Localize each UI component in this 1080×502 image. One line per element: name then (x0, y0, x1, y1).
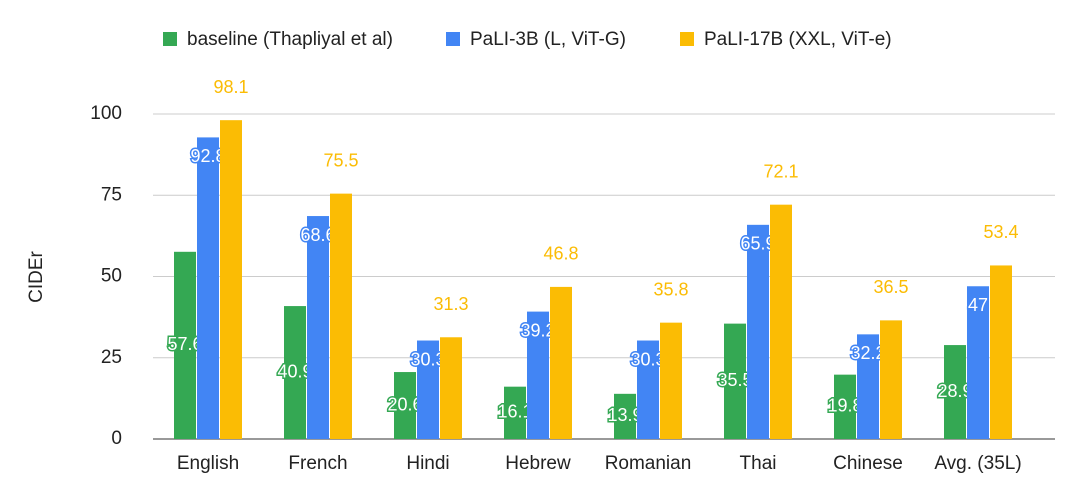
legend-swatch (680, 32, 694, 46)
value-label: 35.8 (653, 279, 688, 299)
value-label: 92.8 (190, 146, 225, 166)
legend-label: baseline (Thapliyal et al) (187, 29, 393, 50)
value-label: 65.9 (740, 234, 775, 254)
bar (504, 386, 526, 439)
x-tick-label: English (177, 453, 239, 474)
y-axis-title: CIDEr (26, 250, 47, 302)
value-label: 20.6 (387, 394, 422, 414)
bar (857, 334, 879, 439)
bar (967, 286, 989, 439)
value-label: 16.1 (497, 402, 532, 422)
value-label: 36.5 (873, 277, 908, 297)
value-label: 35.5 (717, 370, 752, 390)
bar (747, 224, 769, 439)
bar (330, 193, 352, 439)
value-label: 28.9 (937, 381, 972, 401)
x-tick-label: Romanian (605, 453, 692, 474)
value-label: 31.3 (433, 294, 468, 314)
value-label: 19.8 (827, 396, 862, 416)
bar (614, 393, 636, 439)
y-tick-label: 100 (90, 103, 122, 124)
bar (440, 337, 462, 439)
y-tick-label: 50 (101, 266, 122, 287)
y-tick-label: 0 (111, 428, 122, 449)
value-label: 46.8 (543, 244, 578, 264)
bar (834, 374, 856, 439)
bar (220, 120, 242, 440)
bar (197, 137, 219, 439)
bar (417, 340, 439, 439)
value-label: 68.6 (300, 225, 335, 245)
bar (284, 306, 306, 439)
value-label: 40.9 (277, 361, 312, 381)
value-label: 13.9 (607, 405, 642, 425)
bar (660, 322, 682, 439)
value-label: 57.6 (167, 334, 202, 354)
bar (880, 320, 902, 439)
legend-swatch (163, 32, 177, 46)
bar (770, 204, 792, 439)
y-tick-label: 25 (101, 347, 122, 368)
x-tick-label: Hebrew (505, 453, 571, 474)
value-label: 53.4 (983, 222, 1018, 242)
bar (637, 340, 659, 439)
value-label: 72.1 (763, 161, 798, 181)
x-tick-label: French (288, 453, 347, 474)
value-label: 98.1 (213, 77, 248, 97)
y-tick-label: 75 (101, 184, 122, 205)
bar (724, 323, 746, 439)
x-tick-label: Thai (740, 453, 777, 474)
bar (174, 251, 196, 439)
value-label: 47 (968, 295, 988, 315)
bar (394, 372, 416, 439)
bar (527, 311, 549, 439)
legend-label: PaLI-17B (XXL, ViT-e) (704, 29, 892, 50)
bar (307, 216, 329, 439)
x-tick-label: Chinese (833, 453, 903, 474)
x-tick-label: Hindi (406, 453, 449, 474)
bar (944, 345, 966, 439)
legend-label: PaLI-3B (L, ViT-G) (470, 29, 626, 50)
value-label: 39.2 (520, 320, 555, 340)
value-label: 32.2 (850, 343, 885, 363)
value-label: 30.3 (630, 349, 665, 369)
bar (550, 286, 572, 439)
legend-swatch (446, 32, 460, 46)
x-tick-label: Avg. (35L) (934, 453, 1021, 474)
value-label: 30.3 (410, 349, 445, 369)
bar (990, 265, 1012, 439)
value-label: 75.5 (323, 150, 358, 170)
